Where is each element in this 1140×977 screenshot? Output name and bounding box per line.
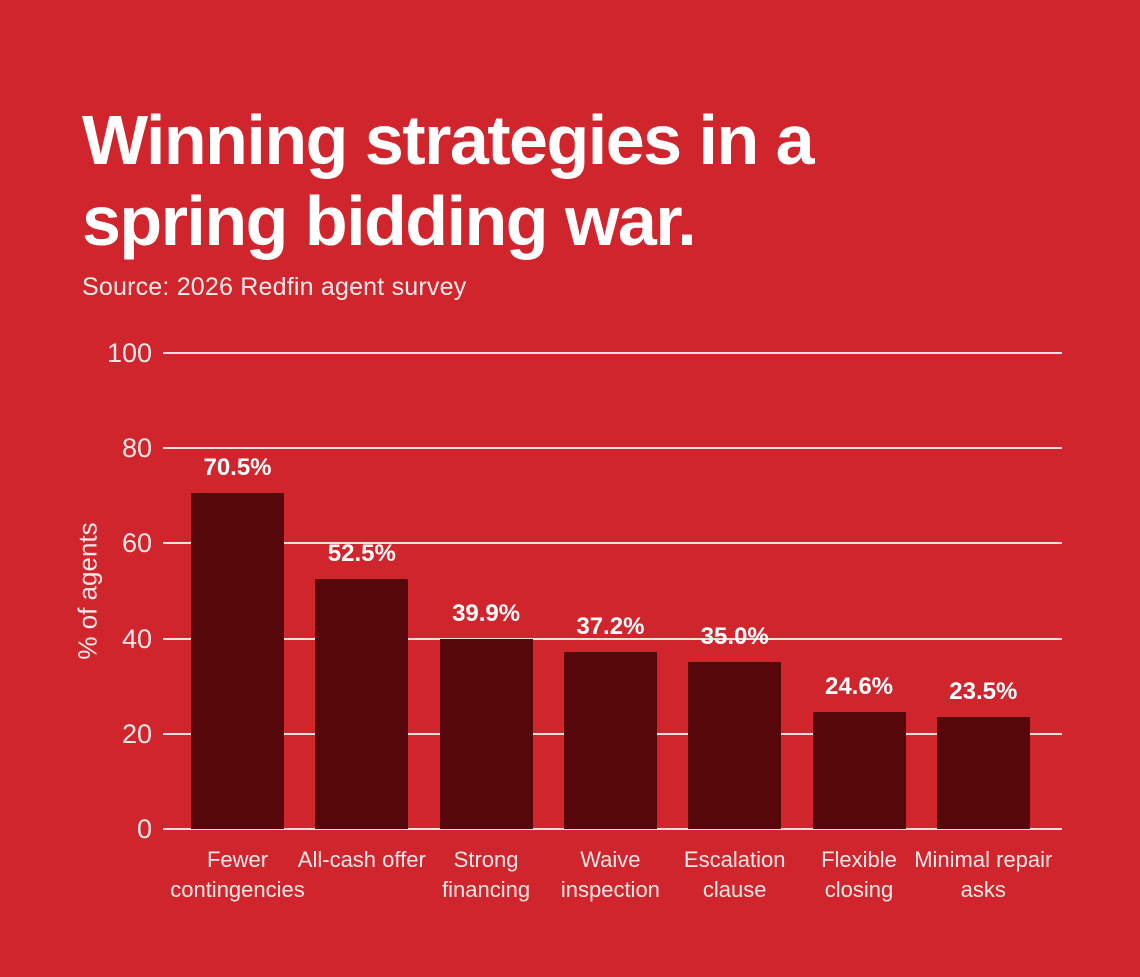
- category-label-waive-inspection: Waive inspection: [560, 847, 660, 902]
- bar-value-label-flexible-closing: 24.6%: [824, 672, 894, 700]
- gridline-100: [163, 352, 1062, 354]
- y-tick-label-100: 100: [106, 338, 152, 368]
- bar-waive-inspection: [563, 651, 657, 829]
- chart-title: Winning strategies in a spring bidding wa…: [82, 100, 815, 261]
- category-label-strong-financing: Strong financing: [442, 847, 531, 902]
- bar-minimal-repair-asks: [936, 717, 1030, 829]
- y-tick-label-40: 40: [121, 623, 152, 654]
- gridline-0: [163, 828, 1062, 830]
- gridline-80: [163, 447, 1062, 450]
- bar-value-label-fewer-contingencies: 70.5%: [203, 454, 272, 482]
- bar-fewer-contingencies: [191, 493, 284, 829]
- category-label-minimal-repair-asks: Minimal repair asks: [914, 847, 1053, 902]
- y-tick-label-0: 0: [136, 814, 152, 844]
- category-label-flexible-closing: Flexible closing: [821, 847, 897, 902]
- chart-title-line2: spring bidding war.: [82, 181, 697, 260]
- gridline-60: [163, 542, 1062, 545]
- source-note: Source: 2026 Redfin agent survey: [82, 273, 467, 301]
- bar-value-label-minimal-repair-asks: 23.5%: [949, 678, 1018, 706]
- y-tick-label-80: 80: [121, 433, 152, 464]
- gridline-40: [163, 637, 1062, 640]
- y-tick-label-20: 20: [121, 718, 152, 749]
- category-label-all-cash-offer: All-cash offer: [297, 847, 426, 872]
- bar-all-cash-offer: [315, 579, 409, 829]
- bar-strong-financing: [439, 639, 533, 829]
- chart-header: Winning strategies in a spring bidding wa…: [82, 100, 815, 302]
- category-label-escalation-clause: Escalation clause: [683, 847, 786, 902]
- bar-value-label-waive-inspection: 37.2%: [576, 612, 645, 640]
- category-label-fewer-contingencies: Fewer contingencies: [170, 847, 305, 902]
- bar-value-label-escalation-clause: 35.0%: [700, 623, 769, 651]
- bar-escalation-clause: [688, 662, 782, 829]
- chart-title-line1: Winning strategies in a: [82, 101, 815, 179]
- bar-value-label-strong-financing: 39.9%: [452, 600, 521, 628]
- bar-flexible-closing: [812, 711, 906, 829]
- plot-area: 70.5% 52.5% 39.9% 37.2% 35.0% 24.6% 23.5%: [163, 352, 1062, 830]
- y-tick-label-60: 60: [121, 528, 152, 559]
- bar-value-label-all-cash-offer: 52.5%: [327, 540, 396, 568]
